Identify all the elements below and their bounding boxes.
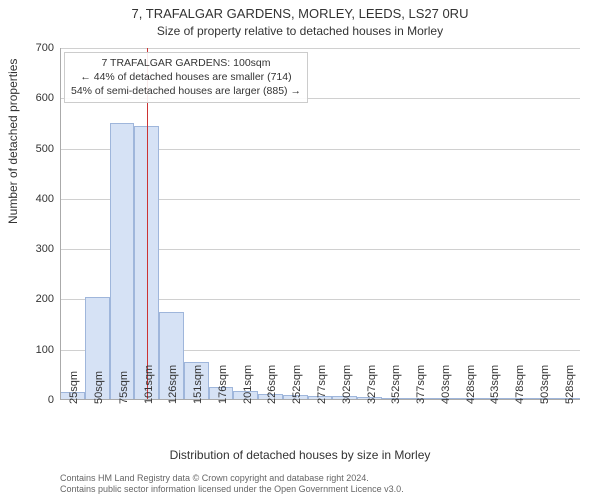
x-tick-label: 101sqm — [143, 365, 155, 404]
x-axis-label: Distribution of detached houses by size … — [0, 448, 600, 462]
x-tick-label: 453sqm — [489, 365, 501, 404]
x-tick-label: 528sqm — [564, 365, 576, 404]
x-tick-label: 277sqm — [316, 365, 328, 404]
annotation-box: 7 TRAFALGAR GARDENS: 100sqm ← 44% of det… — [64, 52, 308, 103]
attribution-line-2: Contains public sector information licen… — [60, 484, 404, 496]
chart-title-main: 7, TRAFALGAR GARDENS, MORLEY, LEEDS, LS2… — [0, 6, 600, 21]
y-tick-label: 400 — [36, 193, 54, 205]
x-tick-label: 252sqm — [291, 365, 303, 404]
x-tick-label: 75sqm — [118, 371, 130, 404]
annotation-line-1: 7 TRAFALGAR GARDENS: 100sqm — [71, 56, 301, 70]
y-tick-label: 200 — [36, 293, 54, 305]
x-tick-label: 352sqm — [390, 365, 402, 404]
plot-area: 7 TRAFALGAR GARDENS: 100sqm ← 44% of det… — [60, 48, 580, 400]
x-tick-label: 50sqm — [93, 371, 105, 404]
attribution-text: Contains HM Land Registry data © Crown c… — [60, 473, 404, 496]
x-tick-label: 503sqm — [539, 365, 551, 404]
x-tick-label: 201sqm — [242, 365, 254, 404]
x-tick-label: 226sqm — [266, 365, 278, 404]
annotation-line-3: 54% of semi-detached houses are larger (… — [71, 84, 301, 98]
x-tick-label: 302sqm — [341, 365, 353, 404]
y-axis-line — [60, 48, 61, 400]
y-tick-label: 500 — [36, 143, 54, 155]
x-tick-label: 25sqm — [68, 371, 80, 404]
chart-title-sub: Size of property relative to detached ho… — [0, 24, 600, 38]
x-tick-label: 403sqm — [440, 365, 452, 404]
y-tick-label: 100 — [36, 344, 54, 356]
x-tick-label: 126sqm — [167, 365, 179, 404]
x-tick-label: 176sqm — [217, 365, 229, 404]
x-tick-label: 478sqm — [514, 365, 526, 404]
x-tick-label: 151sqm — [192, 365, 204, 404]
x-tick-label: 377sqm — [415, 365, 427, 404]
x-tick-label: 428sqm — [465, 365, 477, 404]
y-axis-label: Number of detached properties — [6, 59, 20, 224]
histogram-bar — [110, 123, 135, 400]
y-tick-label: 300 — [36, 243, 54, 255]
y-tick-label: 600 — [36, 92, 54, 104]
y-tick-label: 0 — [48, 394, 54, 406]
annotation-line-2: ← 44% of detached houses are smaller (71… — [71, 70, 301, 84]
x-tick-label: 327sqm — [366, 365, 378, 404]
attribution-line-1: Contains HM Land Registry data © Crown c… — [60, 473, 404, 485]
y-tick-label: 700 — [36, 42, 54, 54]
